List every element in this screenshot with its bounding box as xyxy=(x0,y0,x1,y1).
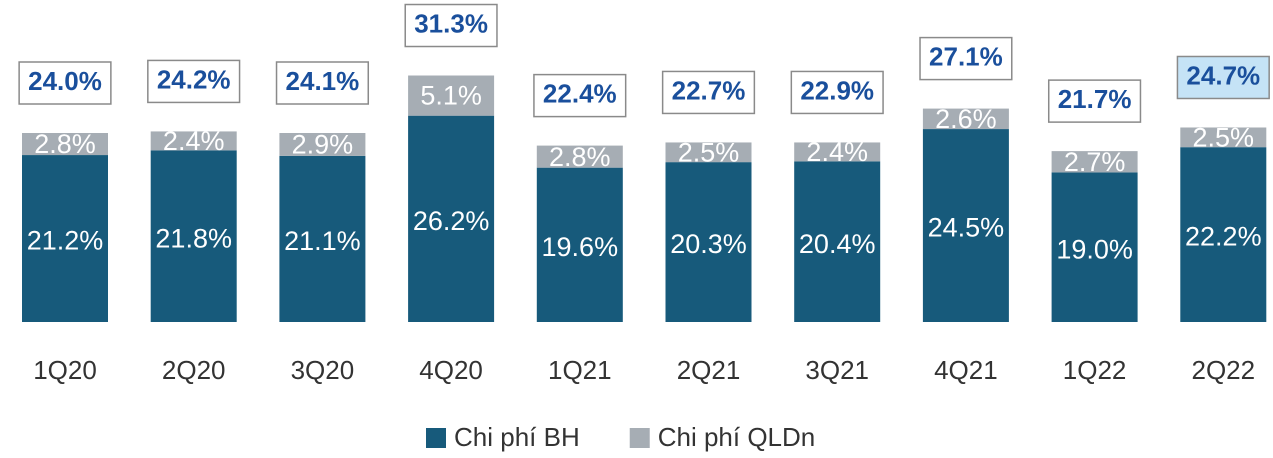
total-box: 31.3% xyxy=(404,3,498,48)
bar-segment xyxy=(922,129,1009,322)
bar-segment xyxy=(150,150,237,322)
value-label: 22.2% xyxy=(1185,222,1262,252)
total-label: 24.2% xyxy=(157,64,231,94)
bar-segment xyxy=(279,155,366,322)
total-label: 24.0% xyxy=(28,66,102,96)
total-box-frame xyxy=(533,73,627,118)
x-tick-label: 4Q20 xyxy=(419,355,483,385)
x-tick-label: 2Q21 xyxy=(677,355,741,385)
x-tick-label: 1Q20 xyxy=(33,355,97,385)
value-label: 2.4% xyxy=(163,126,225,156)
total-label: 22.9% xyxy=(800,75,874,105)
bar-segment xyxy=(922,108,1009,130)
value-label: 26.2% xyxy=(413,206,490,236)
total-box: 22.7% xyxy=(661,70,756,115)
total-box: 24.2% xyxy=(147,59,241,104)
bar-segment xyxy=(150,131,237,151)
bar-segment xyxy=(665,162,752,322)
bar-segment xyxy=(794,161,881,322)
value-label: 2.9% xyxy=(292,130,354,160)
bar-segment xyxy=(279,133,366,156)
total-box-frame xyxy=(18,61,112,105)
total-box: 24.7% xyxy=(1176,55,1270,100)
x-tick-label: 3Q20 xyxy=(291,355,355,385)
legend-swatch xyxy=(629,428,650,448)
total-box-frame xyxy=(790,70,884,115)
value-label: 21.8% xyxy=(155,223,232,253)
bar-segment xyxy=(665,142,752,163)
value-label: 2.4% xyxy=(806,137,868,167)
value-label: 20.4% xyxy=(799,229,876,259)
x-tick-label: 1Q21 xyxy=(548,355,612,385)
value-label: 21.2% xyxy=(27,226,104,256)
total-label: 24.7% xyxy=(1186,60,1260,90)
total-box-frame xyxy=(919,36,1013,81)
value-label: 2.8% xyxy=(34,129,96,159)
legend-label: Chi phí QLDn xyxy=(658,422,816,452)
bar-segment xyxy=(408,115,495,322)
total-box-frame xyxy=(661,70,756,115)
total-box-frame xyxy=(404,3,498,48)
bar-segment xyxy=(1051,151,1138,173)
total-box: 22.9% xyxy=(790,70,884,115)
total-label: 22.7% xyxy=(672,75,746,105)
value-label: 2.5% xyxy=(678,137,740,167)
bar-segment xyxy=(1180,127,1267,148)
total-box-frame xyxy=(147,59,241,104)
bar-segment xyxy=(22,133,108,156)
legend-label: Chi phí BH xyxy=(454,422,580,452)
total-label: 22.4% xyxy=(543,78,617,108)
total-label: 31.3% xyxy=(414,8,488,38)
bar-segment xyxy=(1051,172,1138,322)
value-label: 2.7% xyxy=(1064,147,1126,177)
total-box: 27.1% xyxy=(919,36,1013,81)
x-tick-label: 2Q22 xyxy=(1191,355,1255,385)
bar-segment xyxy=(408,75,495,116)
bar-segment xyxy=(536,145,623,168)
value-label: 2.6% xyxy=(935,104,997,134)
x-tick-label: 1Q22 xyxy=(1063,355,1127,385)
value-label: 20.3% xyxy=(670,229,747,259)
x-tick-label: 3Q21 xyxy=(805,355,869,385)
value-label: 5.1% xyxy=(420,81,482,111)
value-label: 2.8% xyxy=(549,142,611,172)
total-box-frame xyxy=(1047,79,1142,123)
bar-segment xyxy=(1180,147,1267,322)
value-label: 24.5% xyxy=(928,213,1005,243)
total-box-frame xyxy=(1176,55,1270,100)
value-label: 19.6% xyxy=(542,232,619,262)
legend-swatch xyxy=(426,428,446,448)
value-label: 2.5% xyxy=(1193,122,1255,152)
total-box: 24.1% xyxy=(275,61,370,105)
total-label: 27.1% xyxy=(929,41,1003,71)
total-label: 21.7% xyxy=(1058,84,1132,114)
x-tick-label: 2Q20 xyxy=(162,355,226,385)
value-label: 21.1% xyxy=(284,226,361,256)
bar-segment xyxy=(536,167,623,322)
bar-segment xyxy=(794,142,881,162)
bar-segment xyxy=(22,155,108,322)
total-box: 22.4% xyxy=(533,73,627,118)
value-label: 19.0% xyxy=(1056,234,1133,264)
total-box: 21.7% xyxy=(1047,79,1142,123)
total-label: 24.1% xyxy=(286,66,360,96)
x-tick-label: 4Q21 xyxy=(934,355,998,385)
total-box: 24.0% xyxy=(18,61,112,105)
total-box-frame xyxy=(275,61,370,105)
